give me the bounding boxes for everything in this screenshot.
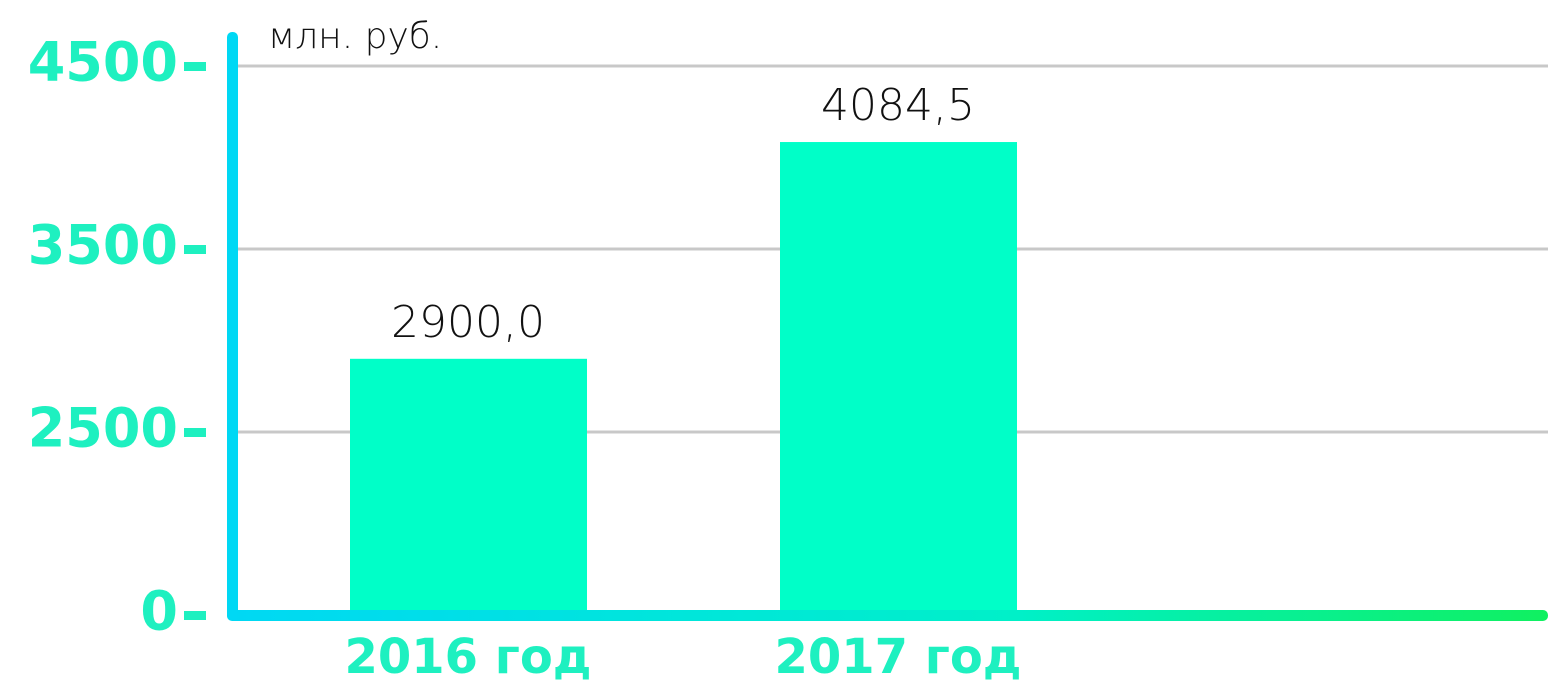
x-tick-label: 2017 год [774, 629, 1021, 683]
x-axis [227, 610, 1548, 621]
y-axis [227, 32, 238, 620]
tick-mark [184, 245, 206, 254]
value-label: 4084,5 [821, 80, 975, 131]
y-axis-label: млн. руб. [268, 16, 442, 57]
bar [350, 358, 587, 615]
y-tick-label: 2500 [28, 397, 178, 460]
tick-mark [184, 62, 206, 71]
tick-mark [184, 611, 206, 620]
bar [780, 142, 1017, 615]
x-tick-label: 2016 год [344, 629, 591, 683]
y-tick-label: 4500 [28, 31, 178, 94]
value-label: 2900,0 [391, 297, 545, 348]
y-tick-label: 0 [140, 580, 178, 643]
tick-mark [184, 428, 206, 437]
y-tick-label: 3500 [28, 214, 178, 277]
